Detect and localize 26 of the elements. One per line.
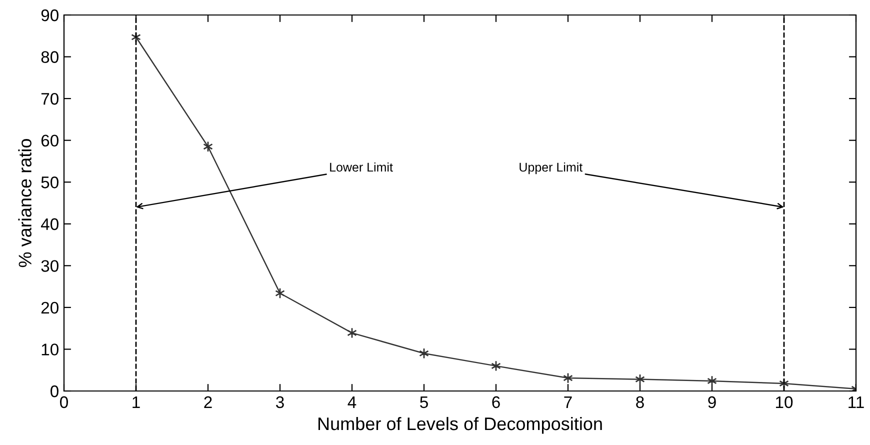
x-tick-label: 10	[776, 396, 793, 408]
y-tick-label: 80	[41, 51, 58, 63]
y-tick-label: 90	[41, 9, 58, 22]
y-tick-label: 30	[41, 260, 58, 272]
x-tick-label: 4	[348, 396, 356, 408]
x-tick-label: 6	[492, 396, 500, 408]
x-tick-label: 11	[848, 396, 864, 408]
x-tick-label: 5	[420, 396, 428, 408]
x-tick-label: 3	[276, 396, 284, 408]
y-tick-label: 0	[50, 385, 58, 398]
y-axis-title: % variance ratio	[18, 139, 32, 268]
y-tick-label: 40	[40, 218, 58, 230]
x-tick-label: 1	[132, 396, 140, 408]
y-tick-label: 10	[42, 344, 58, 356]
y-tick-label: 50	[41, 176, 58, 188]
y-tick-label: 60	[41, 134, 58, 147]
x-tick-label: 9	[708, 396, 716, 408]
y-tick-label: 70	[41, 92, 58, 105]
annotation: Upper Limit	[520, 162, 583, 174]
annotation: Lower Limit	[330, 162, 393, 172]
y-tick-label: 20	[41, 302, 58, 314]
x-axis-title: Number of Levels of Decomposition	[318, 416, 602, 434]
x-tick-label: 7	[564, 396, 572, 408]
x-tick-label: 8	[636, 396, 644, 408]
x-tick-label: 2	[204, 396, 212, 408]
x-tick-label: 0	[60, 396, 68, 408]
